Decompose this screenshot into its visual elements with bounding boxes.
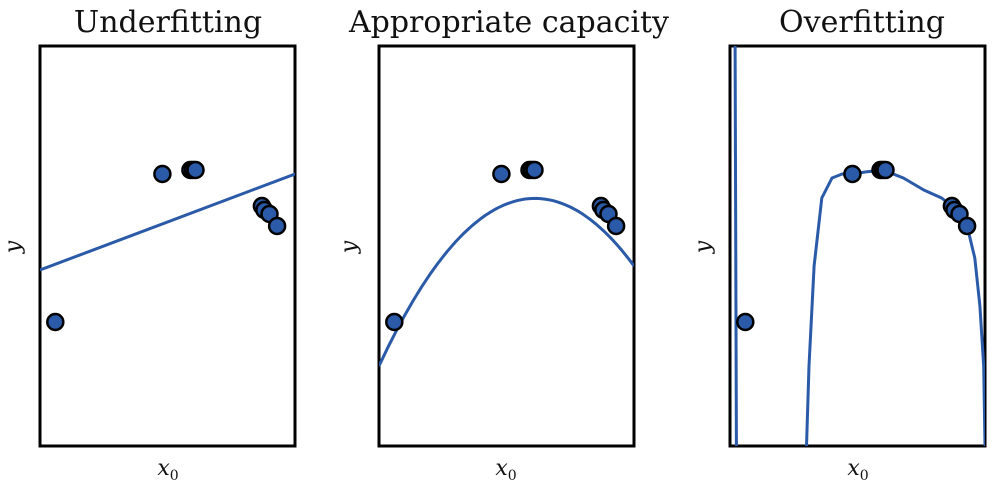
data-point <box>153 164 172 184</box>
data-point <box>492 164 511 184</box>
plot-frame <box>728 44 987 448</box>
y-axis-label: y <box>1 240 26 254</box>
data-point <box>186 160 205 180</box>
chart-title: Underfitting <box>74 5 262 40</box>
data-point <box>606 216 626 236</box>
fit-curve-group <box>379 196 634 367</box>
data-point <box>957 216 977 236</box>
data-point <box>876 160 895 180</box>
fit-curve <box>40 172 295 272</box>
y-axis-label: y <box>337 240 362 254</box>
plot-frame <box>377 44 636 448</box>
panel-overfitting: Overfitting y x0 <box>691 5 987 484</box>
x-axis-label: x0 <box>847 456 868 484</box>
plot-area <box>379 160 634 367</box>
x-axis-label: x0 <box>495 456 516 484</box>
data-point <box>46 312 65 332</box>
data-point <box>736 312 755 332</box>
fit-curve <box>805 168 985 446</box>
fit-curve-group <box>40 172 295 272</box>
panel-underfitting: Underfitting y x0 <box>1 5 297 484</box>
panel-appropriate-capacity: Appropriate capacity y x0 <box>337 5 669 484</box>
data-point <box>267 216 287 236</box>
fit-curve <box>379 196 634 367</box>
plot-area <box>40 160 295 332</box>
fit-curve <box>733 46 738 446</box>
plot-frame <box>38 44 297 448</box>
data-point <box>843 164 862 184</box>
data-point <box>525 160 544 180</box>
chart-title: Appropriate capacity <box>348 5 669 40</box>
chart-title: Overfitting <box>779 5 945 40</box>
fit-curve-group <box>733 46 985 446</box>
x-axis-label: x0 <box>157 456 178 484</box>
plot-area <box>733 46 985 446</box>
data-point <box>385 312 404 332</box>
y-axis-label: y <box>691 240 716 254</box>
